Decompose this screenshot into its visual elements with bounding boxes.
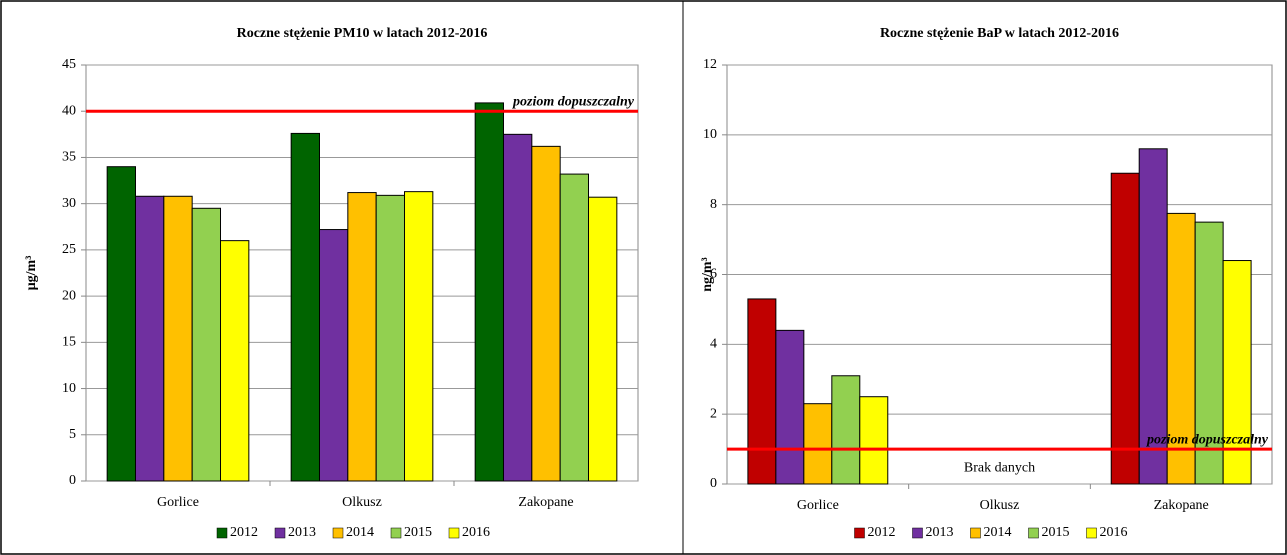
- bar: [502, 133, 533, 482]
- x-tick-label: Zakopane: [518, 495, 573, 510]
- bar: [1166, 212, 1196, 485]
- bar: [1222, 260, 1252, 485]
- y-tick-label: 2: [710, 406, 717, 421]
- legend-label: 2013: [926, 525, 954, 540]
- bar: [747, 298, 777, 485]
- bar: [559, 173, 590, 482]
- x-tick-label: Olkusz: [980, 498, 1020, 513]
- y-tick-label: 4: [710, 337, 717, 352]
- y-tick-label: 0: [710, 476, 717, 491]
- bar: [375, 194, 406, 482]
- legend-label: 2015: [404, 525, 432, 540]
- bar: [1110, 172, 1140, 485]
- legend-swatch: [448, 527, 460, 539]
- x-tick-label: Olkusz: [342, 495, 382, 510]
- y-tick-label: 0: [69, 473, 76, 488]
- legend-label: 2016: [462, 525, 490, 540]
- y-tick-label: 6: [710, 267, 717, 282]
- y-tick-label: 15: [62, 335, 76, 350]
- y-tick-label: 12: [703, 57, 717, 72]
- bar: [163, 195, 193, 482]
- y-tick-label: 10: [703, 127, 717, 142]
- legend-label: 2014: [346, 525, 374, 540]
- y-tick-label: 35: [62, 150, 76, 165]
- bar: [831, 375, 861, 485]
- legend-label: 2014: [984, 525, 1012, 540]
- limit-label: poziom dopuszczalny: [1146, 432, 1269, 447]
- y-tick-label: 10: [62, 381, 76, 396]
- bar: [803, 403, 833, 485]
- bar: [1194, 221, 1224, 485]
- bar: [474, 102, 504, 482]
- bar: [290, 132, 320, 482]
- y-tick-label: 40: [62, 103, 76, 118]
- annotation: Brak danych: [964, 460, 1035, 475]
- y-tick-label: 45: [62, 57, 76, 72]
- legend-swatch: [332, 527, 344, 539]
- y-axis-label: ng/m³: [700, 257, 715, 292]
- limit-label: poziom dopuszczalny: [512, 94, 635, 109]
- x-tick-label: Zakopane: [1154, 498, 1209, 513]
- legend-swatch: [854, 527, 865, 539]
- bar: [775, 329, 805, 485]
- bar: [1138, 148, 1168, 485]
- bar: [106, 166, 136, 482]
- x-tick-label: Gorlice: [797, 498, 839, 513]
- y-tick-label: 25: [62, 242, 76, 257]
- chart-title: Roczne stężenie PM10 w latach 2012-2016: [237, 26, 488, 41]
- legend-swatch: [912, 527, 923, 539]
- bar: [191, 207, 222, 482]
- legend-swatch: [1086, 527, 1097, 539]
- legend-label: 2012: [230, 525, 258, 540]
- bar: [318, 229, 349, 482]
- legend-label: 2013: [288, 525, 316, 540]
- legend-swatch: [274, 527, 286, 539]
- y-tick-label: 8: [710, 197, 717, 212]
- chart-title: Roczne stężenie BaP w latach 2012-2016: [880, 26, 1119, 41]
- y-tick-label: 30: [62, 196, 76, 211]
- bar: [220, 240, 250, 482]
- legend-swatch: [216, 527, 228, 539]
- bar: [404, 191, 434, 482]
- legend-label: 2015: [1042, 525, 1070, 540]
- y-axis-label: µg/m³: [24, 256, 39, 291]
- x-tick-label: Gorlice: [157, 495, 199, 510]
- legend-swatch: [970, 527, 981, 539]
- bar: [531, 145, 561, 482]
- y-tick-label: 20: [62, 288, 76, 303]
- bar: [134, 195, 165, 482]
- y-tick-label: 5: [69, 427, 76, 442]
- legend-swatch: [390, 527, 402, 539]
- bar: [588, 196, 618, 482]
- bar: [347, 192, 377, 482]
- legend-label: 2016: [1100, 525, 1128, 540]
- legend-label: 2012: [868, 525, 896, 540]
- bar: [859, 396, 889, 485]
- legend-swatch: [1028, 527, 1039, 539]
